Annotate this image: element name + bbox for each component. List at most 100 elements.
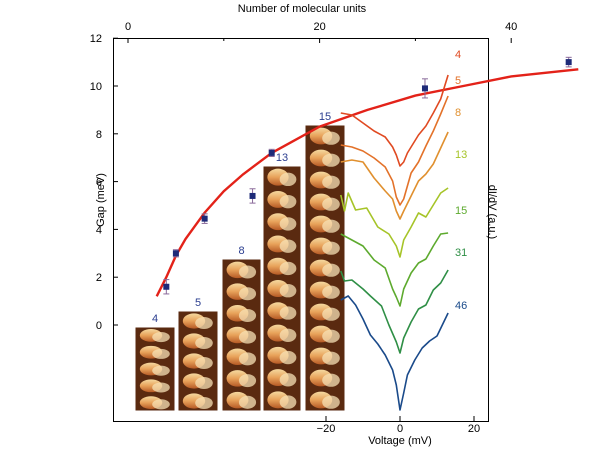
stm-molecule-highlight xyxy=(279,261,297,276)
stm-molecule-highlight xyxy=(195,337,213,349)
bottom-axis-ticks: −20 0 20 xyxy=(317,416,480,435)
bottom-tick-label: 20 xyxy=(468,423,480,435)
spectrum-label: 15 xyxy=(455,205,467,217)
stm-molecule-highlight xyxy=(279,328,297,342)
stm-molecule-highlight xyxy=(322,395,340,409)
stm-molecule-highlight xyxy=(322,175,340,189)
stm-molecule-highlight xyxy=(152,399,170,410)
data-point xyxy=(249,188,256,204)
stm-molecule-highlight xyxy=(238,352,257,366)
stm-molecule-highlight xyxy=(322,197,340,211)
stm-image-border xyxy=(262,165,302,412)
spectra-label-layer: 4 5 8 13 15 31 46 xyxy=(455,49,467,312)
stm-molecule-highlight xyxy=(279,194,297,209)
stm-molecule-highlight xyxy=(279,239,297,253)
data-point xyxy=(421,78,428,99)
stm-molecule-highlight xyxy=(195,377,213,389)
y-axis-left-label: Gap (meV) xyxy=(95,173,107,227)
data-point xyxy=(565,56,572,68)
top-axis-ticks: 0 20 40 xyxy=(125,21,517,43)
stm-image-label: 4 xyxy=(152,313,158,325)
stm-molecule-highlight xyxy=(195,317,213,329)
data-point xyxy=(163,279,170,295)
spectrum-label: 4 xyxy=(455,49,461,61)
spectra-layer xyxy=(340,74,449,411)
stm-molecule-highlight xyxy=(238,308,257,322)
stm-molecule-highlight xyxy=(322,153,340,167)
stm-image-label: 15 xyxy=(319,111,331,123)
left-tick-label: 10 xyxy=(90,81,102,93)
stm-molecule-highlight xyxy=(238,330,257,344)
stm-molecule-highlight xyxy=(152,332,170,343)
stm-molecule-highlight xyxy=(322,263,340,277)
spectrum-line xyxy=(340,232,449,307)
stm-image: 15 xyxy=(304,111,346,412)
left-tick-label: 2 xyxy=(96,272,102,284)
stm-image-label: 8 xyxy=(238,245,244,257)
stm-molecule-highlight xyxy=(152,382,170,393)
stm-image: 13 xyxy=(262,152,302,412)
stm-molecule-highlight xyxy=(195,357,213,369)
top-tick-label: 40 xyxy=(505,21,517,33)
stm-image: 5 xyxy=(177,297,219,412)
left-tick-label: 8 xyxy=(96,129,102,141)
stm-molecule-highlight xyxy=(322,329,340,343)
stm-molecule-highlight xyxy=(279,395,297,409)
point-marker xyxy=(249,192,256,199)
stm-molecule-highlight xyxy=(279,172,297,187)
spectrum-label: 5 xyxy=(455,75,461,87)
stm-image-border xyxy=(221,258,262,412)
bottom-tick-label: −20 xyxy=(317,423,336,435)
stm-molecule-highlight xyxy=(279,350,297,365)
stm-molecule-highlight xyxy=(322,219,340,233)
data-point xyxy=(172,249,179,258)
fit-curve-layer xyxy=(155,68,579,297)
bottom-tick-label: 0 xyxy=(397,423,403,435)
stm-molecule-highlight xyxy=(279,284,297,298)
stm-molecule-highlight xyxy=(322,351,340,365)
stm-molecule-highlight xyxy=(238,374,257,388)
axes-frame xyxy=(113,38,489,422)
stm-molecule-highlight xyxy=(238,265,257,279)
stm-molecule-highlight xyxy=(152,348,170,359)
left-tick-label: 4 xyxy=(96,224,102,236)
data-point xyxy=(268,148,275,158)
plot-border xyxy=(113,38,489,422)
stm-molecule-highlight xyxy=(322,241,340,255)
point-marker xyxy=(565,59,572,66)
x-axis-bottom-label: Voltage (mV) xyxy=(368,435,432,447)
y-axis-right-label: dI/dV (a.u.) xyxy=(486,185,498,239)
stm-molecule-highlight xyxy=(279,306,297,320)
stm-image-label: 5 xyxy=(195,297,201,309)
stm-image-group: 4 5 8 13 15 xyxy=(134,111,346,412)
spectrum-line xyxy=(340,269,449,354)
spectrum-label: 8 xyxy=(455,107,461,119)
stm-image-border xyxy=(177,310,219,412)
stm-molecule-highlight xyxy=(279,217,297,231)
stm-image: 8 xyxy=(221,245,262,412)
stm-image: 4 xyxy=(134,313,176,412)
left-tick-label: 6 xyxy=(96,177,102,189)
stm-molecule-highlight xyxy=(279,373,297,387)
stm-molecule-highlight xyxy=(238,395,257,409)
spectrum-line xyxy=(340,74,449,167)
spectrum-line xyxy=(340,95,449,206)
spectrum-line xyxy=(340,131,449,220)
stm-molecule-highlight xyxy=(322,285,340,299)
stm-molecule-highlight xyxy=(152,365,170,376)
top-tick-label: 0 xyxy=(125,21,131,33)
stm-molecule-highlight xyxy=(322,307,340,321)
point-marker xyxy=(163,283,170,290)
stm-molecule-highlight xyxy=(322,131,340,145)
stm-molecule-highlight xyxy=(195,397,213,409)
spectrum-label: 31 xyxy=(455,247,467,259)
point-marker xyxy=(172,250,179,257)
spectrum-line xyxy=(340,295,449,411)
stm-molecule-highlight xyxy=(322,373,340,387)
point-marker xyxy=(201,215,208,222)
point-marker xyxy=(268,149,275,156)
data-point xyxy=(201,213,208,224)
stm-molecule-highlight xyxy=(238,287,257,301)
left-tick-label: 0 xyxy=(96,320,102,332)
